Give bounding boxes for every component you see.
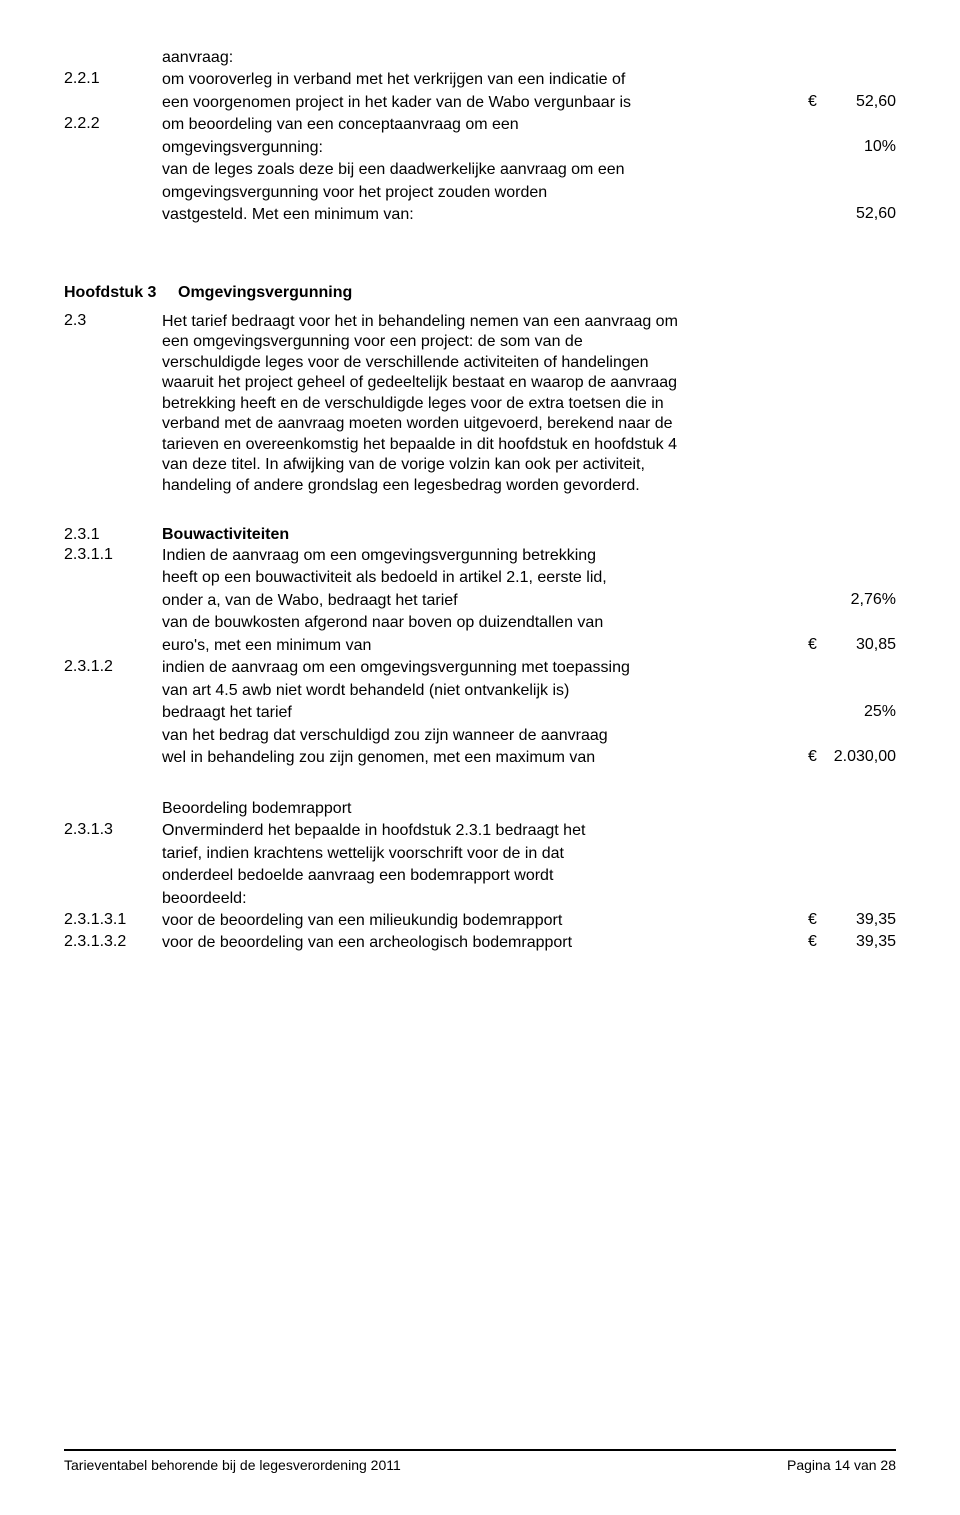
- amount-value: 10%: [826, 138, 896, 156]
- item-text: heeft op een bouwactiviteit als bedoeld …: [162, 568, 776, 588]
- amount: € 39,35: [776, 911, 896, 929]
- item-text: een voorgenomen project in het kader van…: [162, 93, 776, 113]
- line: van het bedrag dat verschuldigd zou zijn…: [64, 726, 896, 746]
- line: onder a, van de Wabo, bedraagt het tarie…: [64, 591, 896, 611]
- item-text: Indien de aanvraag om een omgevingsvergu…: [162, 546, 776, 566]
- section-number: Hoofdstuk 3: [64, 284, 178, 302]
- item-text: van de leges zoals deze bij een daadwerk…: [162, 160, 776, 180]
- currency-symbol: €: [808, 933, 826, 951]
- item-text: om beoordeling van een conceptaanvraag o…: [162, 115, 776, 135]
- item-number: 2.3.1.3.1: [64, 911, 162, 929]
- footer-right: Pagina 14 van 28: [787, 1457, 896, 1473]
- line: 2.3.1.1 Indien de aanvraag om een omgevi…: [64, 546, 896, 566]
- item-text: Het tarief bedraagt voor het in behandel…: [162, 312, 682, 496]
- amount: € 39,35: [776, 933, 896, 951]
- line: een voorgenomen project in het kader van…: [64, 93, 896, 113]
- item-text: om vooroverleg in verband met het verkri…: [162, 70, 776, 90]
- item-number: 2.3.1.3.2: [64, 933, 162, 951]
- item-text: onderdeel bedoelde aanvraag een bodemrap…: [162, 866, 776, 886]
- line: omgevingsvergunning: 10%: [64, 138, 896, 158]
- item-text: Onverminderd het bepaalde in hoofdstuk 2…: [162, 821, 776, 841]
- item-number: 2.3: [64, 312, 162, 330]
- item-text: voor de beoordeling van een milieukundig…: [162, 911, 776, 931]
- line: 2.3.1.3 Onverminderd het bepaalde in hoo…: [64, 821, 896, 841]
- item-number: 2.2.1: [64, 70, 162, 88]
- amount: € 2.030,00: [776, 748, 896, 766]
- amount-value: 39,35: [826, 911, 896, 929]
- line: heeft op een bouwactiviteit als bedoeld …: [64, 568, 896, 588]
- item-text: tarief, indien krachtens wettelijk voors…: [162, 844, 776, 864]
- item-text: aanvraag:: [162, 48, 776, 68]
- line: onderdeel bedoelde aanvraag een bodemrap…: [64, 866, 896, 886]
- line: wel in behandeling zou zijn genomen, met…: [64, 748, 896, 768]
- line: 2.3 Het tarief bedraagt voor het in beha…: [64, 312, 896, 496]
- item-text: indien de aanvraag om een omgevingsvergu…: [162, 658, 776, 678]
- line: van de leges zoals deze bij een daadwerk…: [64, 160, 896, 180]
- amount-value: 52,60: [826, 93, 896, 111]
- amount: 25%: [776, 703, 896, 721]
- amount-value: 2,76%: [826, 591, 896, 609]
- line: 2.3.1.3.1 voor de beoordeling van een mi…: [64, 911, 896, 931]
- amount: € 52,60: [776, 93, 896, 111]
- item-text: van art 4.5 awb niet wordt behandeld (ni…: [162, 681, 776, 701]
- item-number: 2.3.1.3: [64, 821, 162, 839]
- amount: € 30,85: [776, 636, 896, 654]
- item-text: voor de beoordeling van een archeologisc…: [162, 933, 776, 953]
- currency-symbol: €: [808, 748, 826, 766]
- item-number: 2.3.1.1: [64, 546, 162, 564]
- amount-value: 39,35: [826, 933, 896, 951]
- line: vastgesteld. Met een minimum van: 52,60: [64, 205, 896, 225]
- section-heading: Hoofdstuk 3 Omgevingsvergunning: [64, 284, 896, 302]
- item-text: vastgesteld. Met een minimum van:: [162, 205, 776, 225]
- line: van de bouwkosten afgerond naar boven op…: [64, 613, 896, 633]
- line: euro's, met een minimum van € 30,85: [64, 636, 896, 656]
- amount: 52,60: [776, 205, 896, 223]
- item-number: 2.2.2: [64, 115, 162, 133]
- item-text: van het bedrag dat verschuldigd zou zijn…: [162, 726, 776, 746]
- amount-value: 52,60: [826, 205, 896, 223]
- amount-value: 25%: [826, 703, 896, 721]
- line: aanvraag:: [64, 48, 896, 68]
- page-footer: Tarieventabel behorende bij de legesvero…: [64, 1449, 896, 1473]
- item-text: euro's, met een minimum van: [162, 636, 776, 656]
- item-text: bedraagt het tarief: [162, 703, 776, 723]
- currency-symbol: €: [808, 636, 826, 654]
- line: Beoordeling bodemrapport: [64, 799, 896, 819]
- line: 2.3.1.3.2 voor de beoordeling van een ar…: [64, 933, 896, 953]
- item-text: Beoordeling bodemrapport: [162, 799, 776, 819]
- amount: 2,76%: [776, 591, 896, 609]
- line: van art 4.5 awb niet wordt behandeld (ni…: [64, 681, 896, 701]
- line: 2.3.1.2 indien de aanvraag om een omgevi…: [64, 658, 896, 678]
- item-number: 2.3.1: [64, 526, 162, 544]
- item-text: omgevingsvergunning voor het project zou…: [162, 183, 776, 203]
- line: beoordeeld:: [64, 889, 896, 909]
- item-text: beoordeeld:: [162, 889, 776, 909]
- line: 2.2.1 om vooroverleg in verband met het …: [64, 70, 896, 90]
- amount-value: 30,85: [826, 636, 896, 654]
- line: 2.2.2 om beoordeling van een conceptaanv…: [64, 115, 896, 135]
- line: 2.3.1 Bouwactiviteiten: [64, 526, 896, 544]
- item-text: van de bouwkosten afgerond naar boven op…: [162, 613, 776, 633]
- item-text: Bouwactiviteiten: [162, 526, 776, 544]
- footer-left: Tarieventabel behorende bij de legesvero…: [64, 1457, 401, 1473]
- line: bedraagt het tarief 25%: [64, 703, 896, 723]
- item-text: omgevingsvergunning:: [162, 138, 776, 158]
- item-number: 2.3.1.2: [64, 658, 162, 676]
- item-text: onder a, van de Wabo, bedraagt het tarie…: [162, 591, 776, 611]
- section-title: Omgevingsvergunning: [178, 284, 776, 302]
- currency-symbol: €: [808, 911, 826, 929]
- line: omgevingsvergunning voor het project zou…: [64, 183, 896, 203]
- amount: 10%: [776, 138, 896, 156]
- item-text: wel in behandeling zou zijn genomen, met…: [162, 748, 776, 768]
- line: tarief, indien krachtens wettelijk voors…: [64, 844, 896, 864]
- currency-symbol: €: [808, 93, 826, 111]
- amount-value: 2.030,00: [826, 748, 896, 766]
